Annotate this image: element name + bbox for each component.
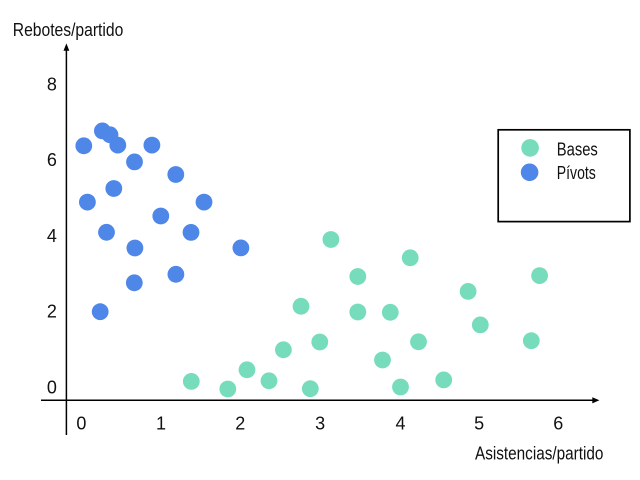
svg-text:6: 6 bbox=[553, 413, 563, 433]
svg-text:5: 5 bbox=[474, 413, 484, 433]
svg-text:8: 8 bbox=[47, 75, 57, 95]
svg-text:3: 3 bbox=[315, 413, 325, 433]
svg-text:0: 0 bbox=[76, 413, 86, 433]
svg-text:4: 4 bbox=[47, 226, 57, 246]
svg-text:2: 2 bbox=[47, 302, 57, 322]
svg-text:4: 4 bbox=[395, 413, 405, 433]
svg-text:1: 1 bbox=[156, 413, 166, 433]
svg-text:Asistencias/partido: Asistencias/partido bbox=[475, 444, 603, 464]
svg-text:0: 0 bbox=[47, 377, 57, 397]
svg-text:Rebotes/partido: Rebotes/partido bbox=[13, 20, 124, 40]
svg-text:Bases: Bases bbox=[557, 140, 598, 160]
svg-text:Pívots: Pívots bbox=[557, 163, 596, 183]
svg-text:6: 6 bbox=[47, 150, 57, 170]
svg-text:2: 2 bbox=[235, 413, 245, 433]
